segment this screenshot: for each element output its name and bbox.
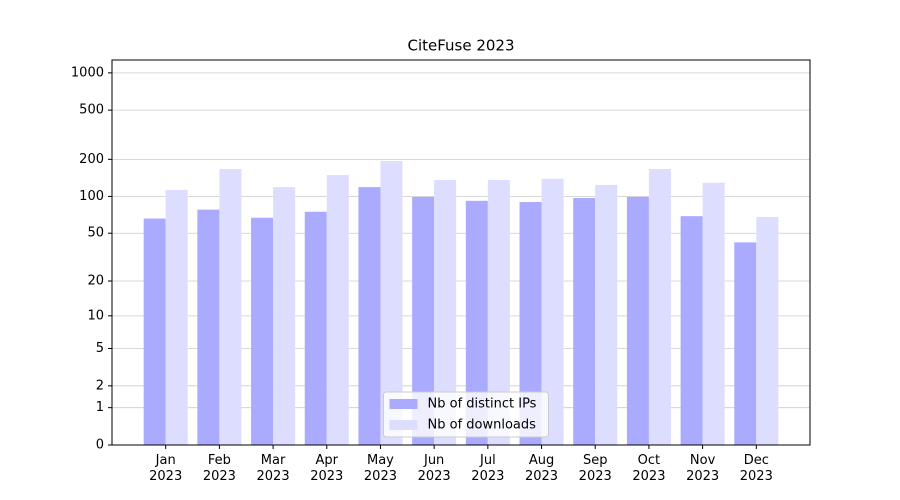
bar	[358, 187, 381, 445]
bar	[412, 196, 435, 445]
bar	[273, 187, 296, 445]
bar	[734, 242, 757, 445]
y-tick-label: 200	[79, 152, 104, 167]
legend-label: Nb of downloads	[428, 418, 537, 433]
bar	[143, 218, 166, 445]
bar	[680, 216, 703, 445]
bar	[165, 189, 188, 445]
bar	[487, 179, 510, 445]
chart-title: CiteFuse 2023	[407, 37, 514, 55]
x-tick-label: May 2023	[363, 453, 397, 484]
x-tick-label: Dec 2023	[739, 453, 773, 484]
bar	[595, 184, 618, 445]
bar	[573, 198, 596, 445]
x-tick-label: Aug 2023	[524, 453, 559, 484]
bar	[519, 202, 542, 445]
y-tick-label: 20	[87, 274, 104, 289]
bar	[304, 211, 327, 445]
x-tick-label: Mar 2023	[256, 453, 290, 484]
plot-frame	[111, 59, 811, 446]
y-tick-label: 0	[96, 438, 104, 453]
bar	[756, 216, 779, 445]
legend: Nb of distinct IPs Nb of downloads	[383, 391, 549, 438]
bar	[380, 160, 403, 446]
x-tick-label: Jan 2023	[149, 453, 183, 484]
x-tick-label: Apr 2023	[310, 453, 344, 484]
bar	[251, 217, 274, 445]
y-tick-label: 10	[87, 308, 104, 323]
y-tick-label: 100	[79, 189, 104, 204]
y-tick-label: 5	[96, 341, 104, 356]
bar	[465, 200, 488, 445]
y-tick-label: 50	[87, 226, 104, 241]
legend-box	[383, 391, 549, 438]
y-tick-label: 1	[96, 400, 104, 415]
y-tick-label: 2	[96, 378, 104, 393]
bar	[326, 175, 349, 445]
x-tick-label: Jun 2023	[417, 453, 451, 484]
x-tick-label: Jul 2023	[471, 453, 505, 484]
bar	[648, 169, 671, 445]
x-tick-label: Feb 2023	[202, 453, 236, 484]
bar	[434, 179, 457, 445]
x-tick-label: Nov 2023	[686, 453, 720, 484]
legend-swatch	[389, 420, 418, 430]
y-tick-label: 1000	[71, 65, 104, 80]
bar	[626, 196, 649, 445]
bar	[702, 182, 725, 445]
legend-label: Nb of distinct IPs	[428, 397, 537, 412]
x-tick-label: Sep 2023	[578, 453, 612, 484]
bar	[541, 178, 564, 446]
x-tick-label: Oct 2023	[632, 453, 666, 484]
legend-swatch	[389, 399, 418, 409]
bar	[219, 169, 242, 445]
bar	[197, 209, 220, 445]
y-tick-label: 500	[79, 103, 104, 118]
